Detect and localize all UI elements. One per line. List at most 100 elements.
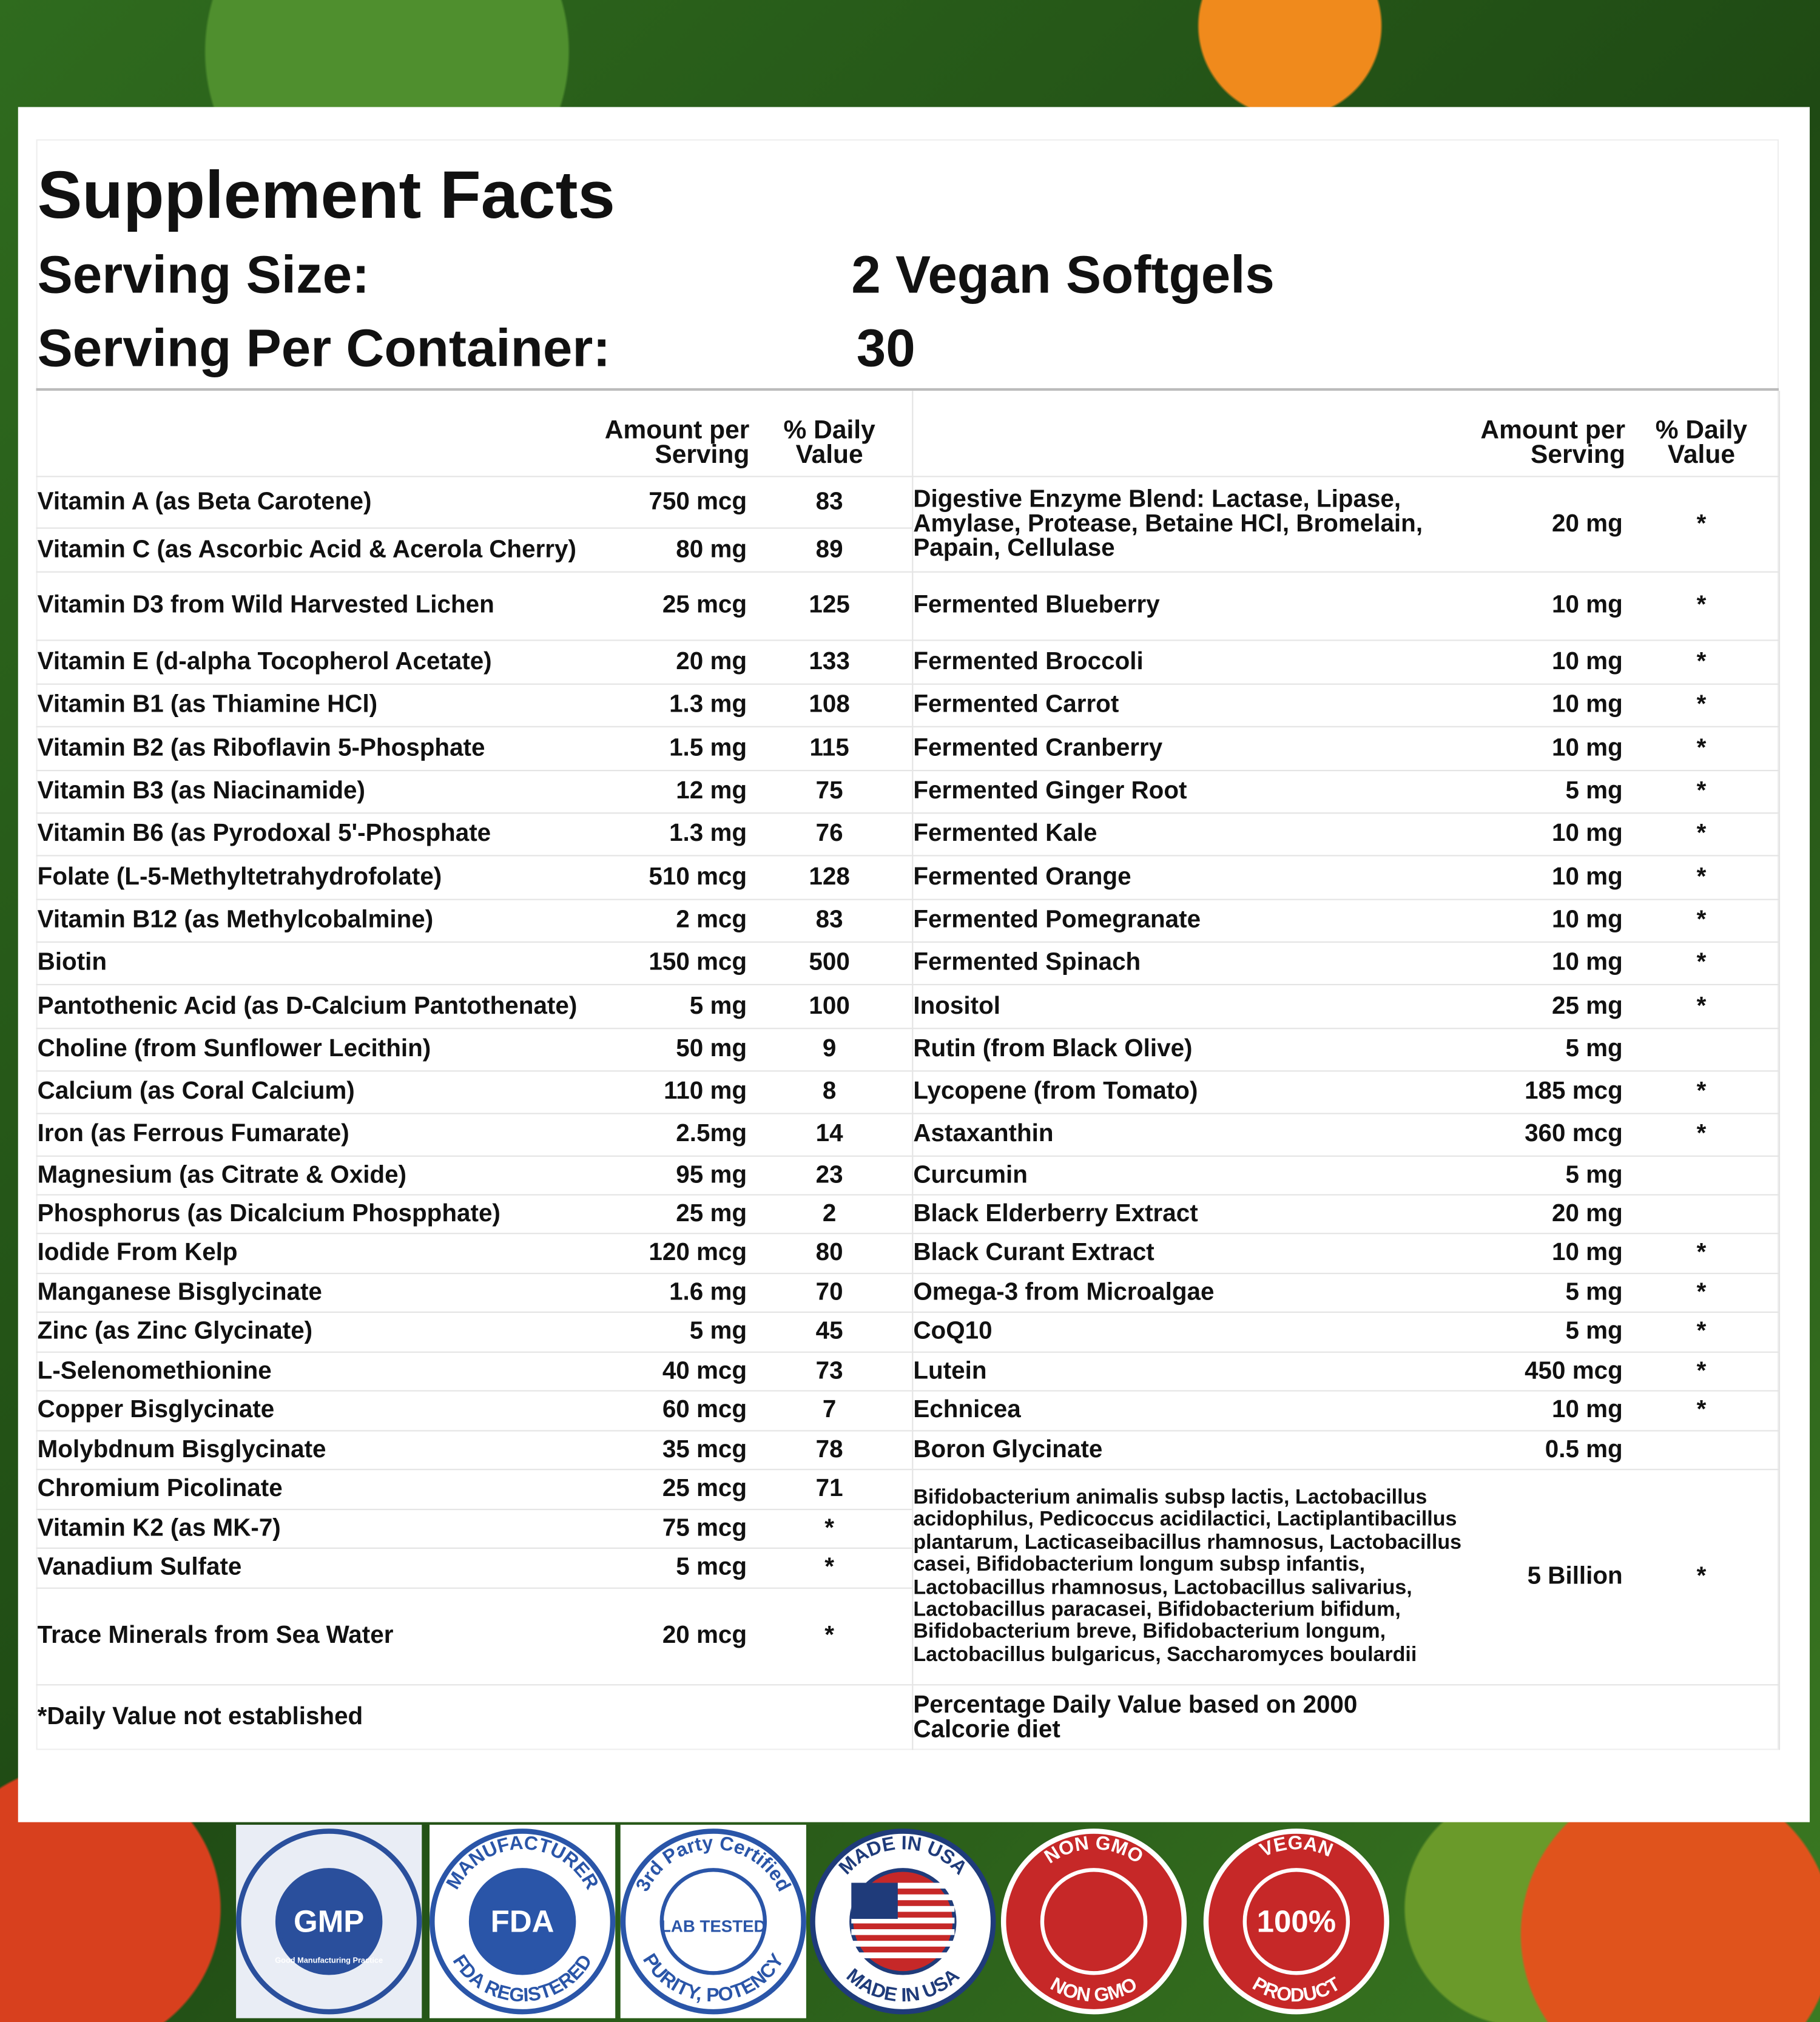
daily-value: 7 [822,1397,837,1424]
amount: 0.5 mg [1545,1435,1623,1463]
daily-value: * [824,1554,835,1582]
daily-value: 23 [815,1161,843,1188]
ingredient-name: Vitamin D3 from Wild Harvested Lichen [37,591,494,619]
amount: 5 mg [1565,1035,1623,1063]
amount: 5 mg [1565,1278,1623,1306]
row-rule [36,1351,912,1353]
daily-value: 83 [815,906,843,934]
ingredient-name: Chromium Picolinate [37,1475,283,1503]
ingredient-name: Digestive Enzyme Blend: Lactase, Lipase,… [913,486,1423,562]
row-rule [912,639,1779,641]
amount: 25 mg [1551,992,1623,1020]
ingredient-name: Fermented Carrot [913,691,1119,719]
ingredient-name: Bifidobacterium animalis subsp lactis, L… [913,1486,1462,1666]
row-rule [36,726,912,727]
amount: 10 mg [1551,1397,1623,1424]
row-rule [36,1311,912,1313]
row-rule [36,1113,912,1114]
amount: 40 mcg [662,1357,747,1384]
amount: 5 mg [1565,1318,1623,1346]
daily-value: 108 [809,691,850,719]
daily-value: * [1696,777,1707,805]
amount: 750 mcg [649,488,747,516]
row-rule [36,1509,912,1511]
daily-value: 73 [815,1357,843,1384]
daily-value: 2 [822,1199,837,1227]
row-rule [912,1351,1779,1353]
daily-value: 8 [822,1078,837,1105]
amount: 25 mcg [662,591,747,619]
amount: 25 mcg [662,1475,747,1503]
row-rule [912,1113,1779,1114]
ingredient-name: Fermented Blueberry [913,591,1160,619]
flag-stripe [851,1952,955,1958]
amount: 10 mg [1551,1239,1623,1267]
ingredient-name: Fermented Pomegranate [913,906,1201,934]
row-rule [36,1469,912,1471]
badge-center-text: FDA [491,1904,554,1938]
flag-stripe [851,1906,955,1912]
amount: 5 mg [1565,777,1623,805]
daily-value: * [824,1622,835,1650]
amount: 450 mcg [1525,1357,1623,1384]
daily-value: * [1696,1078,1707,1105]
daily-value: * [1696,648,1707,675]
ingredient-name: Magnesium (as Citrate & Oxide) [37,1161,407,1188]
daily-value: 125 [809,591,850,619]
daily-value: * [1696,1563,1707,1590]
row-rule [912,941,1779,943]
amount: 120 mcg [649,1239,747,1267]
header-rule [36,388,1779,391]
row-rule [36,639,912,641]
ingredient-name: CoQ10 [913,1318,993,1346]
daily-value: * [1696,1318,1707,1346]
ingredient-name: Vitamin B6 (as Pyrodoxal 5'-Phosphate [37,820,491,848]
footnote: *Daily Value not established [37,1704,363,1731]
daily-value: * [1696,591,1707,619]
daily-value: 70 [815,1278,843,1306]
daily-value: 83 [815,488,843,516]
daily-value: 100 [809,992,850,1020]
ingredient-name: Boron Glycinate [913,1435,1103,1463]
ingredient-name: Astaxanthin [913,1121,1054,1148]
row-rule [36,571,912,573]
ingredient-name: Copper Bisglycinate [37,1397,275,1424]
row-rule [912,770,1779,772]
amount: 1.6 mg [669,1278,747,1306]
badge-center-text: 100% [1257,1904,1336,1938]
flag-stripe [851,1917,955,1924]
row-rule [912,1194,1779,1196]
amount: 1.3 mg [669,691,747,719]
ingredient-name: Fermented Broccoli [913,648,1144,675]
flag-canton [851,1882,898,1919]
ingredient-name: Fermented Kale [913,820,1097,848]
amount: 5 mg [689,992,747,1020]
amount: 10 mg [1551,734,1623,762]
row-rule [36,1547,912,1549]
row-rule [912,983,1779,986]
row-rule [36,770,912,772]
daily-value: 500 [809,949,850,977]
amount: 10 mg [1551,691,1623,719]
badge-inner [1242,1868,1350,1975]
amount: 185 mcg [1525,1078,1623,1105]
badge-center-text: LAB TESTED [661,1916,766,1935]
amount: 20 mg [1551,510,1623,538]
row-rule [36,683,912,685]
flag-stripe [851,1894,955,1901]
row-rule [36,1684,912,1686]
ingredient-name: Folate (L-5-Methyltetrahydrofolate) [37,863,442,891]
ingredient-name: Vitamin B3 (as Niacinamide) [37,777,365,805]
row-rule [36,941,912,943]
amount: 20 mg [676,648,747,675]
row-rule [36,1587,912,1589]
daily-value: 76 [815,820,843,848]
amount: 5 mg [1565,1161,1623,1188]
daily-value: * [1696,820,1707,848]
column-header: Amount per Serving [1480,416,1626,470]
ingredient-name: Calcium (as Coral Calcium) [37,1078,355,1105]
daily-value: 115 [809,734,849,762]
row-rule [912,1684,1779,1686]
daily-value: 133 [809,648,850,675]
